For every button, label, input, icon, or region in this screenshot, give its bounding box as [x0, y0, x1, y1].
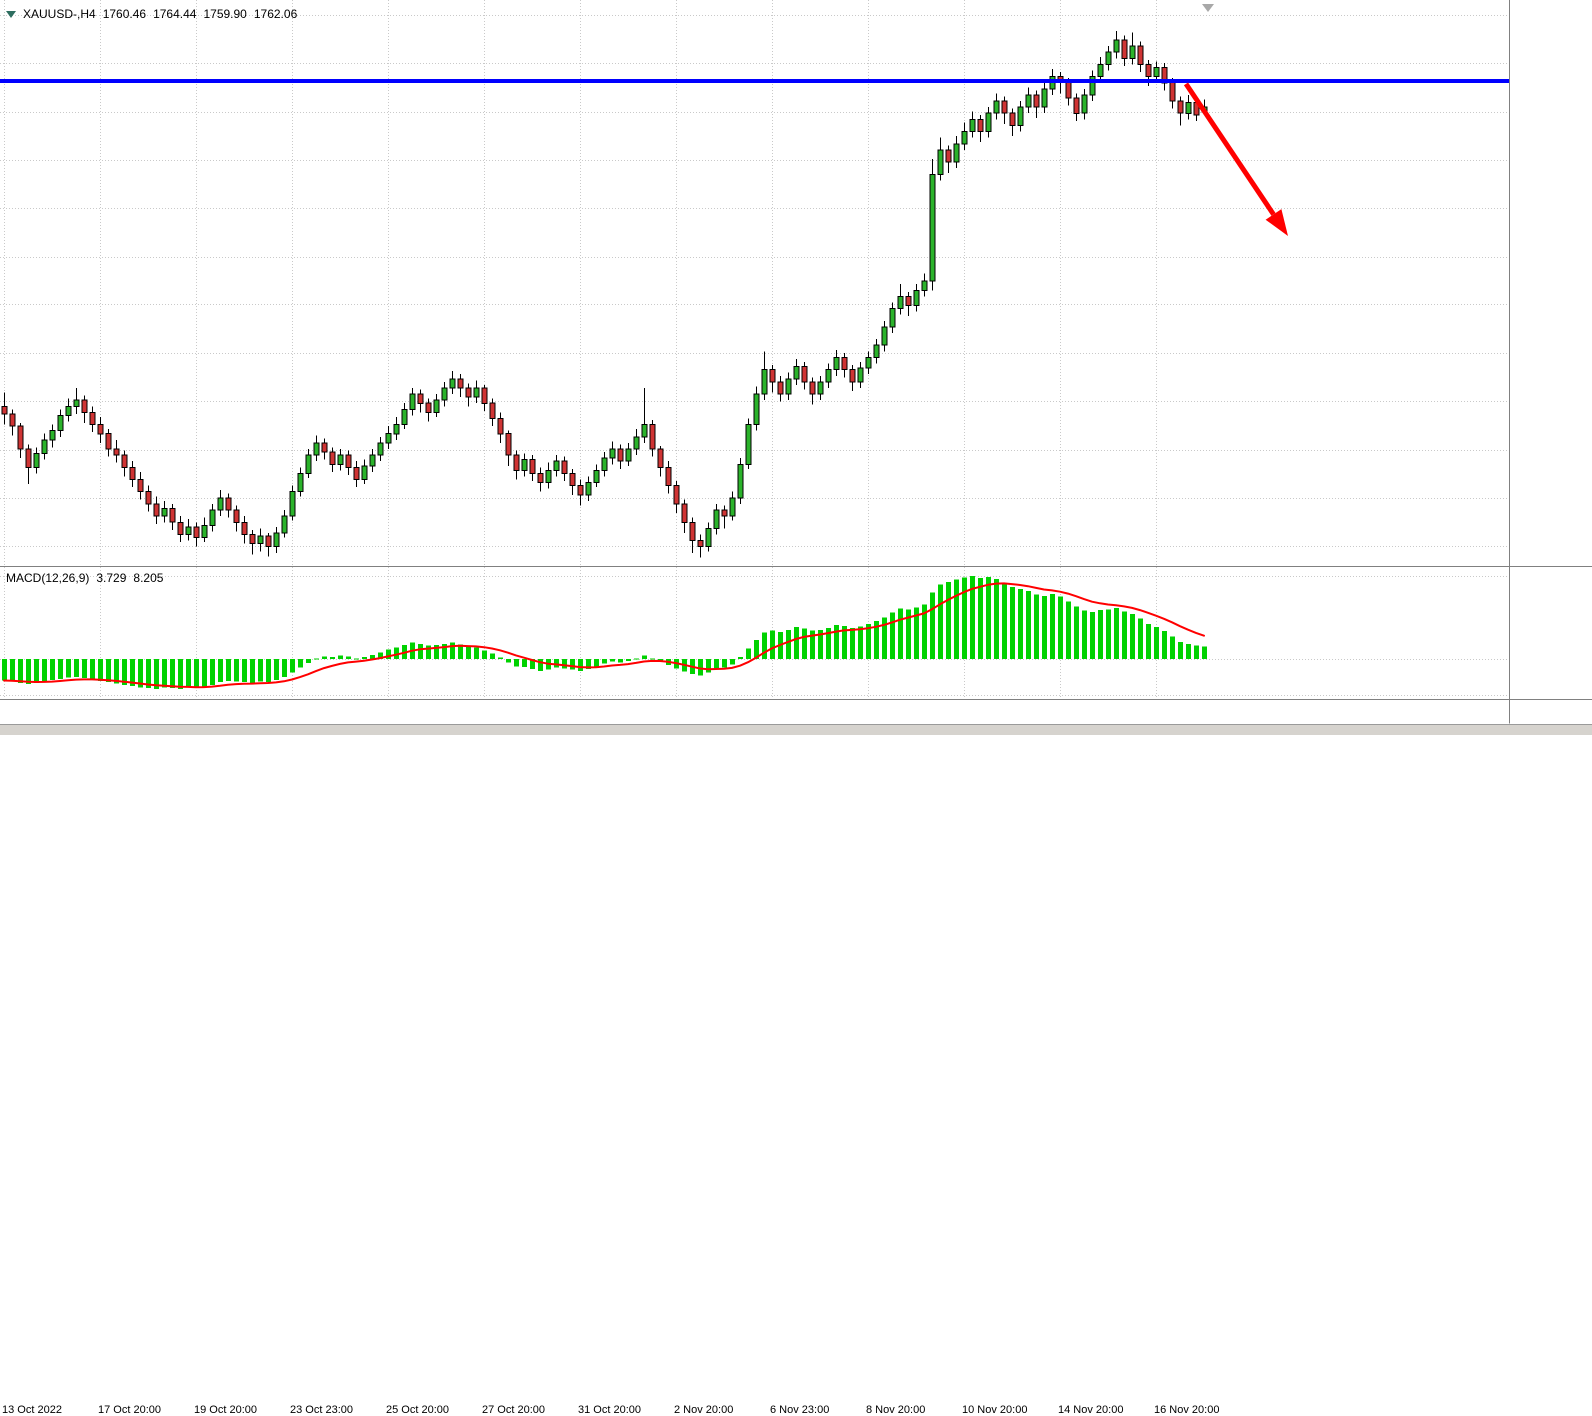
time-axis-label: 2 Nov 20:00 [674, 1404, 734, 1416]
symbol-title: XAUUSD-,H4 [23, 7, 96, 21]
panel-separators [0, 0, 1592, 724]
time-axis-label: 16 Nov 20:00 [1154, 1404, 1220, 1416]
time-axis-label: 23 Oct 23:00 [290, 1404, 353, 1416]
time-axis-label: 19 Oct 20:00 [194, 1404, 257, 1416]
ohlc-high: 1764.44 [153, 7, 197, 21]
ohlc-close: 1762.06 [253, 7, 298, 21]
macd-signal-value: 8.205 [133, 571, 164, 585]
time-axis-label: 25 Oct 20:00 [386, 1404, 449, 1416]
ohlc-low: 1759.90 [203, 7, 247, 21]
time-axis-label: 6 Nov 23:00 [770, 1404, 830, 1416]
time-axis-label: 14 Nov 20:00 [1058, 1404, 1124, 1416]
ohlc-open: 1760.46 [102, 7, 147, 21]
time-axis-label: 27 Oct 20:00 [482, 1404, 545, 1416]
symbol-dropdown-icon[interactable] [6, 11, 16, 19]
bottom-scrollbar-strip [0, 724, 1592, 735]
trend-arrow[interactable] [1183, 82, 1288, 236]
candles[interactable] [1, 30, 1208, 558]
time-axis-label: 13 Oct 2022 [2, 1404, 62, 1416]
symbol-info-bar: XAUUSD-,H4 1760.46 1764.44 1759.90 1762.06 [6, 7, 304, 21]
macd-main-value: 3.729 [96, 571, 127, 585]
chart-canvas[interactable] [0, 0, 1592, 735]
time-axis-label: 31 Oct 20:00 [578, 1404, 641, 1416]
macd-signal-line [3, 582, 1205, 689]
price-axis[interactable]: 1770.50 1762.06 1792.201776.301760.40174… [1510, 0, 1592, 723]
grid-lines [0, 0, 1509, 699]
time-axis-label: 8 Nov 20:00 [866, 1404, 926, 1416]
macd-indicator-label: MACD(12,26,9) 3.729 8.205 [6, 571, 170, 585]
horizontal-price-line[interactable] [0, 79, 1509, 83]
macd-histogram [2, 576, 1207, 689]
time-axis[interactable]: 13 Oct 2022 17 Oct 20:00 19 Oct 20:00 23 Oc… [0, 700, 1592, 1416]
chart-shift-icon[interactable] [1202, 4, 1214, 12]
time-axis-label: 17 Oct 20:00 [98, 1404, 161, 1416]
macd-indicator-name: MACD(12,26,9) [6, 571, 90, 585]
time-axis-label: 10 Nov 20:00 [962, 1404, 1028, 1416]
